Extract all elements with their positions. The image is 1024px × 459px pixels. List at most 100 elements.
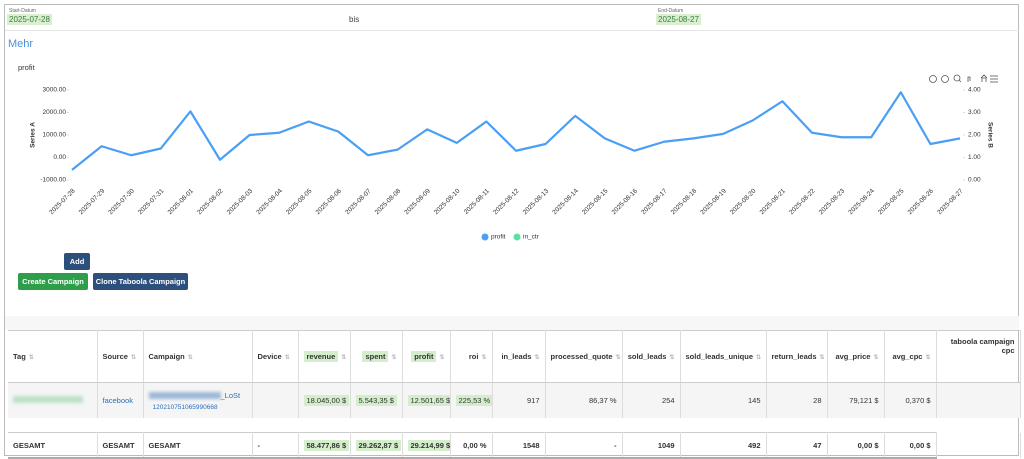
x-tick-label: 2025-08-10: [433, 187, 462, 216]
x-tick-label: 2025-08-20: [729, 187, 758, 216]
column-header[interactable]: avg_cpc ⇅: [884, 330, 937, 383]
y-axis-title: Series A: [30, 122, 37, 148]
legend-label: profit: [491, 234, 506, 241]
y2-tick-label: 2.00: [968, 132, 981, 139]
sort-icon: ⇅: [187, 355, 193, 361]
x-tick-label: 2025-07-30: [107, 187, 136, 216]
header-text: roi: [468, 352, 479, 361]
total-cell: 47: [766, 432, 828, 459]
total-cell: 1548: [492, 432, 546, 459]
table-cell: 225,53 %: [450, 382, 493, 418]
total-cell: 0,00 $: [884, 432, 937, 459]
table-cell: [8, 382, 98, 418]
end-label: End-Datum: [658, 8, 684, 14]
line-series: [71, 91, 961, 171]
y2-tick-label: 3.00: [968, 109, 981, 116]
total-cell: 0,00 $: [827, 432, 885, 459]
x-tick-label: 2025-08-06: [315, 187, 344, 216]
total-text: 0,00 $: [909, 440, 931, 450]
x-tick-label: 2025-07-29: [78, 187, 107, 216]
cell-text: 254: [661, 396, 675, 405]
column-header[interactable]: Campaign ⇅: [143, 330, 253, 383]
y-tick-label: 2000.00: [43, 109, 67, 116]
total-text: 47: [813, 440, 822, 450]
column-header[interactable]: Device ⇅: [252, 330, 299, 383]
cell-text: 917: [526, 396, 540, 405]
divider: [5, 30, 1019, 31]
column-header[interactable]: return_leads ⇅: [766, 330, 828, 383]
table-cell: 254: [622, 382, 681, 418]
blurred-campaign: [148, 392, 221, 400]
x-tick-label: 2025-08-14: [551, 187, 580, 216]
start-date[interactable]: 2025-07-28: [7, 14, 52, 25]
column-header[interactable]: Source ⇅: [97, 330, 144, 383]
column-header[interactable]: sold_leads ⇅: [622, 330, 681, 383]
total-text: 1548: [522, 440, 540, 450]
cell-text: 28: [813, 396, 822, 405]
legend-marker: [481, 233, 489, 241]
chart-title: profit: [18, 63, 36, 72]
add-button[interactable]: Add: [64, 253, 90, 270]
column-header[interactable]: sold_leads_unique ⇅: [680, 330, 767, 383]
more-link[interactable]: Mehr: [8, 38, 34, 50]
column-header[interactable]: avg_price ⇅: [827, 330, 885, 383]
total-text: 29.262,87 $: [355, 439, 401, 451]
cell-text[interactable]: _LoSt: [220, 390, 241, 400]
header-text: return_leads: [771, 352, 817, 361]
cell-text: 86,37 %: [588, 396, 617, 405]
clone-campaign-button[interactable]: Clone Taboola Campaign: [93, 273, 188, 290]
x-tick-label: 2025-08-21: [759, 187, 788, 216]
column-header[interactable]: processed_quote ⇅: [545, 330, 623, 383]
spacer-row: [8, 418, 1020, 433]
column-header[interactable]: spent ⇅: [350, 330, 403, 383]
toolbar[interactable]: [929, 74, 999, 83]
header-text: avg_price: [835, 352, 871, 361]
x-tick-label: 2025-08-15: [581, 187, 610, 216]
y-tick-label: 3000.00: [43, 87, 67, 94]
total-cell: GESAMT: [97, 432, 144, 459]
sort-icon: ⇅: [615, 355, 621, 361]
table-cell: [936, 382, 1021, 418]
total-cell: -: [545, 432, 623, 459]
cell-text[interactable]: facebook: [102, 396, 133, 405]
total-text: GESAMT: [148, 440, 181, 450]
cell-text: 12.501,65 $: [407, 395, 449, 406]
table-cell: _LoSt 120210751065990668: [143, 382, 253, 418]
column-header[interactable]: taboola campaign cpc: [936, 330, 1021, 383]
y2-tick-label: 0.00: [968, 177, 981, 184]
create-campaign-button[interactable]: Create Campaign: [18, 273, 88, 290]
sort-icon: ⇅: [481, 355, 487, 361]
table-cell: [252, 382, 299, 418]
x-tick-label: 2025-08-12: [492, 187, 521, 216]
x-tick-label: 2025-08-27: [936, 187, 965, 216]
total-text: GESAMT: [102, 440, 135, 450]
cell-text: 0,370 $: [905, 396, 931, 405]
end-date[interactable]: 2025-08-27: [656, 14, 701, 25]
x-tick-label: 2025-08-11: [463, 187, 491, 215]
x-tick-label: 2025-07-31: [137, 187, 166, 216]
header-text: sold_leads_unique: [685, 352, 754, 361]
sort-icon: ⇅: [284, 355, 290, 361]
x-tick-label: 2025-08-08: [374, 187, 403, 216]
total-cell: GESAMT: [143, 432, 253, 459]
sort-icon: ⇅: [341, 355, 347, 361]
total-cell: 0,00 %: [450, 432, 493, 459]
column-header[interactable]: Tag ⇅: [8, 330, 98, 383]
table-cell: 145: [680, 382, 767, 418]
x-tick-label: 2025-08-17: [640, 187, 669, 216]
header-text: in_leads: [501, 352, 532, 361]
x-tick-label: 2025-08-16: [611, 187, 640, 216]
x-tick-label: 2025-08-23: [818, 187, 847, 216]
column-header[interactable]: roi ⇅: [450, 330, 493, 383]
column-header[interactable]: in_leads ⇅: [492, 330, 546, 383]
header-text: Device: [257, 352, 282, 361]
header-text: revenue: [303, 351, 339, 362]
x-tick-label: 2025-07-28: [48, 187, 77, 216]
total-text: 0,00 $: [857, 440, 879, 450]
table-cell: 5.543,35 $: [350, 382, 403, 418]
table-row: facebook _LoSt 120210751065990668 18.045,00…: [8, 382, 1021, 418]
cell-text: 225,53 %: [455, 395, 491, 406]
table-cell: 12.501,65 $: [402, 382, 451, 418]
column-header[interactable]: profit ⇅: [402, 330, 451, 383]
column-header[interactable]: revenue ⇅: [298, 330, 351, 383]
